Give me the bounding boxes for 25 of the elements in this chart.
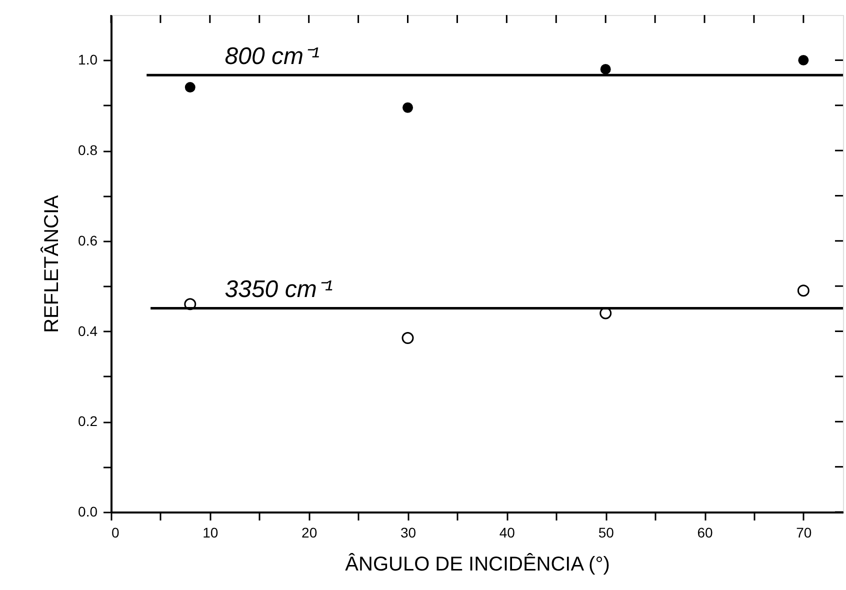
- y-tick-label: 0.0: [78, 504, 98, 520]
- x-tick-label: 50: [598, 524, 614, 540]
- x-tick-label: 20: [302, 524, 318, 540]
- x-tick-label: 40: [499, 524, 516, 540]
- y-tick-label: 1.0: [78, 52, 98, 68]
- point: [600, 64, 611, 74]
- x-axis-title: ÂNGULO DE INCIDÊNCIA (°): [345, 552, 610, 576]
- x-tick-label: 0: [112, 524, 120, 540]
- point: [402, 102, 413, 113]
- point: [797, 284, 810, 297]
- point: [402, 332, 414, 344]
- y-tick-label: 0.6: [78, 232, 98, 248]
- y-tick-label: 0.4: [78, 322, 98, 339]
- point: [184, 82, 196, 93]
- annotation: 800 cm⁻¹: [224, 43, 320, 70]
- y-axis-title: REFLETÂNCIA: [40, 194, 64, 333]
- point: [798, 54, 809, 66]
- point: [184, 298, 196, 310]
- x-tick-label: 10: [202, 524, 218, 540]
- y-tick-label: 0.2: [78, 413, 98, 430]
- x-tick-label: 30: [400, 524, 416, 540]
- annotation: 3350 cm⁻¹: [224, 276, 333, 304]
- y-tick-label: 0.8: [78, 142, 98, 158]
- x-tick-label: 60: [697, 524, 714, 540]
- x-tick-label: 70: [796, 524, 812, 540]
